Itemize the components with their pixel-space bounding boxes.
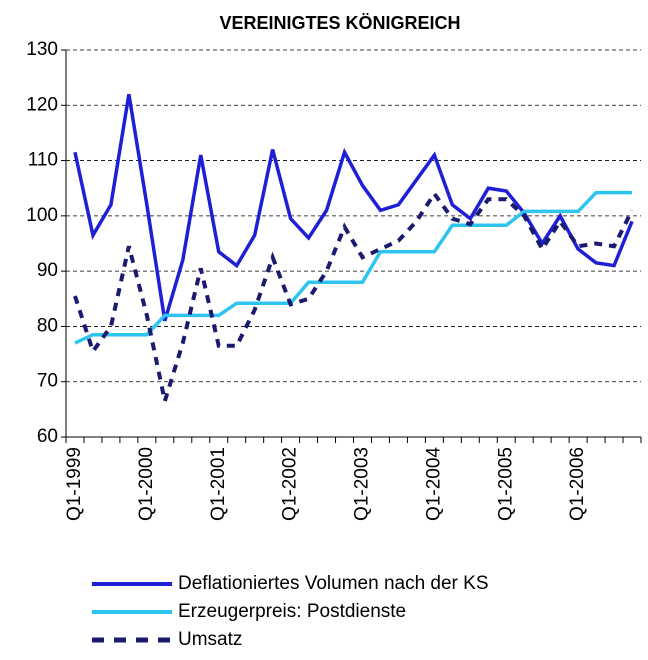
y-tick-label: 90	[37, 260, 58, 281]
series-line	[73, 93, 634, 322]
x-tick-label: Q1-2001	[208, 447, 229, 521]
legend-label: Erzeugerpreis: Postdienste	[178, 601, 406, 622]
y-tick-label: 80	[37, 315, 58, 336]
x-tick-label: Q1-2000	[136, 447, 157, 521]
x-tick-label: Q1-1999	[64, 447, 85, 521]
series-line	[73, 190, 634, 410]
y-tick-label: 120	[26, 94, 58, 115]
x-tick-label: Q1-2006	[567, 447, 588, 521]
y-tick-label: 110	[28, 150, 58, 171]
series-line	[74, 190, 633, 345]
x-tick-label: Q1-2005	[495, 447, 516, 521]
chart-title: VEREINIGTES KÖNIGREICH	[219, 13, 460, 33]
y-tick-label: 60	[37, 426, 58, 447]
y-tick-label: 70	[37, 371, 58, 392]
x-tick-label: Q1-2002	[280, 447, 301, 521]
x-tick-label: Q1-2004	[423, 447, 444, 521]
y-tick-label: 100	[26, 205, 58, 226]
legend-label: Umsatz	[178, 629, 242, 650]
x-tick-label: Q1-2003	[352, 447, 373, 521]
legend-label: Deflationiertes Volumen nach der KS	[178, 573, 489, 594]
y-tick-label: 130	[26, 39, 58, 60]
